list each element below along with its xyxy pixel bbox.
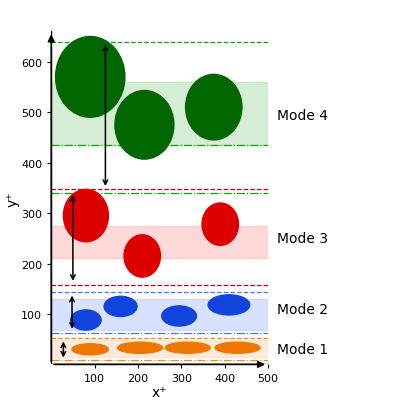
Ellipse shape	[104, 296, 137, 317]
Ellipse shape	[165, 342, 210, 354]
Bar	[51, 226, 268, 259]
Text: Mode 4: Mode 4	[277, 109, 327, 122]
Ellipse shape	[71, 310, 101, 330]
Circle shape	[186, 75, 242, 141]
Text: Mode 2: Mode 2	[277, 302, 327, 316]
Text: Mode 1: Mode 1	[277, 342, 328, 356]
Circle shape	[63, 190, 108, 242]
Circle shape	[202, 203, 238, 246]
Text: Mode 3: Mode 3	[277, 232, 327, 246]
Ellipse shape	[117, 342, 163, 354]
Circle shape	[124, 235, 160, 277]
Ellipse shape	[162, 306, 197, 326]
Ellipse shape	[72, 344, 108, 355]
Ellipse shape	[215, 342, 260, 354]
Circle shape	[56, 37, 125, 118]
X-axis label: x⁺: x⁺	[152, 385, 167, 399]
Bar	[51, 83, 268, 146]
Y-axis label: y⁺: y⁺	[6, 191, 20, 206]
Bar	[51, 340, 268, 358]
Circle shape	[115, 91, 174, 160]
Ellipse shape	[208, 295, 250, 315]
Bar	[51, 299, 268, 330]
